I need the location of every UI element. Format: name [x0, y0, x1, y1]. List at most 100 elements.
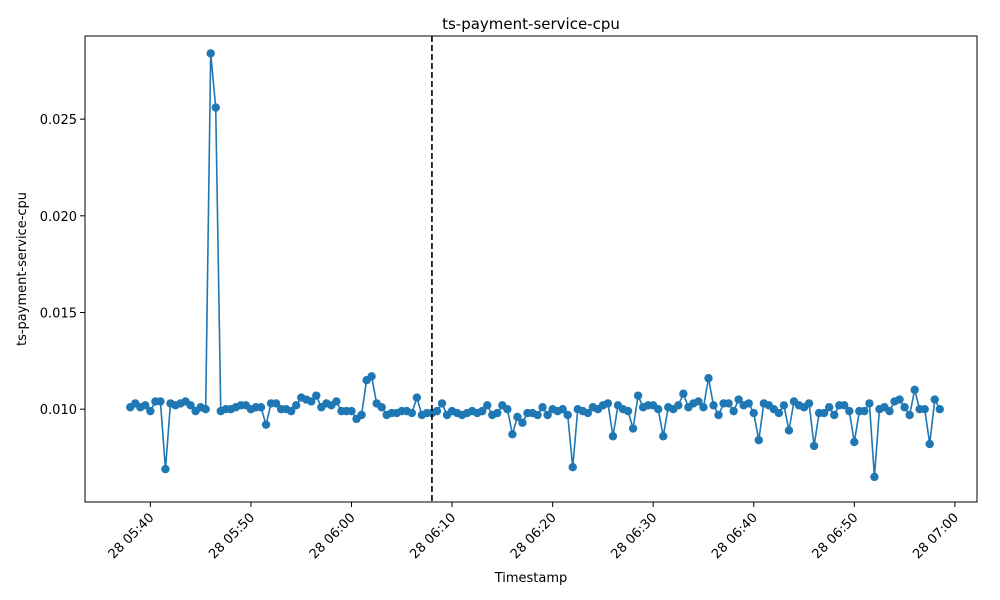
data-point: [895, 395, 904, 404]
data-point: [407, 408, 417, 418]
data-point: [518, 418, 527, 427]
data-point: [146, 406, 155, 416]
data-point: [850, 437, 859, 447]
data-point: [925, 439, 934, 449]
data-point: [714, 410, 723, 420]
data-point: [845, 406, 854, 416]
x-axis-title: Timestamp: [494, 571, 568, 586]
x-tick-label: 28 06:20: [508, 510, 560, 562]
data-point: [533, 410, 542, 420]
data-point: [206, 49, 215, 58]
data-point: [704, 374, 713, 383]
data-point: [774, 408, 784, 418]
data-point: [659, 432, 668, 441]
data-point: [734, 395, 743, 404]
y-tick-label: 0.010: [40, 403, 77, 418]
data-point: [694, 397, 703, 406]
data-point: [633, 391, 643, 400]
data-point: [186, 401, 195, 410]
data-point: [754, 435, 763, 445]
data-point: [603, 399, 613, 408]
data-point: [437, 399, 447, 408]
data-point: [256, 403, 266, 412]
data-point: [860, 406, 869, 416]
data-point: [412, 393, 422, 402]
data-point: [654, 404, 663, 414]
data-point: [819, 408, 829, 418]
y-tick-label: 0.025: [40, 113, 77, 128]
data-point: [563, 410, 572, 420]
data-point: [478, 406, 487, 416]
data-point: [201, 404, 210, 414]
x-tick-label: 28 06:00: [307, 510, 359, 562]
x-tick-label: 28 07:00: [910, 510, 962, 562]
data-point: [865, 399, 874, 408]
data-point: [508, 430, 517, 439]
data-point: [709, 401, 718, 410]
data-point: [141, 401, 150, 410]
data-point: [674, 401, 683, 410]
data-point: [312, 391, 321, 400]
data-point: [161, 464, 170, 474]
data-point: [367, 372, 376, 381]
data-point: [840, 401, 849, 410]
data-point: [628, 424, 638, 433]
data-point: [900, 403, 909, 412]
data-point: [286, 406, 296, 416]
data-point: [261, 420, 271, 429]
data-point: [432, 406, 442, 416]
x-tick-label: 28 05:40: [106, 510, 158, 562]
data-point: [583, 408, 593, 418]
data-point: [779, 401, 789, 410]
data-point: [347, 406, 356, 416]
data-point: [558, 404, 567, 414]
data-point: [271, 399, 281, 408]
plot-area: [126, 36, 944, 502]
data-point: [377, 403, 386, 412]
y-axis: 0.010 0.015 0.020 0.025: [40, 113, 85, 418]
data-point: [724, 399, 733, 408]
data-point: [623, 406, 633, 416]
data-point: [870, 472, 879, 482]
x-tick-label: 28 05:50: [206, 510, 258, 562]
data-point: [699, 403, 708, 412]
data-point: [513, 412, 522, 422]
data-point: [920, 404, 929, 414]
data-point: [503, 404, 512, 414]
x-tick-label: 28 06:10: [407, 510, 459, 562]
x-tick-label: 28 06:50: [810, 510, 862, 562]
data-point: [291, 401, 301, 410]
y-tick-label: 0.015: [40, 307, 77, 322]
x-tick-label: 28 06:30: [609, 510, 661, 562]
data-point: [608, 432, 618, 441]
data-point: [543, 410, 552, 420]
chart-title: ts-payment-service-cpu: [442, 15, 620, 33]
data-point: [332, 397, 341, 406]
data-point: [483, 401, 492, 410]
data-point: [935, 404, 944, 414]
data-point: [156, 397, 165, 406]
data-point: [729, 406, 738, 416]
data-point: [824, 403, 834, 412]
data-point: [784, 426, 794, 435]
y-tick-label: 0.020: [40, 210, 77, 225]
data-point: [307, 397, 316, 406]
data-point: [679, 389, 688, 398]
data-point: [744, 399, 753, 408]
x-tick-label: 28 06:40: [709, 510, 761, 562]
data-point: [538, 403, 547, 412]
plot-frame: [84, 35, 978, 503]
data-point: [830, 410, 839, 420]
data-point: [749, 408, 758, 418]
data-point: [211, 103, 220, 112]
data-point: [809, 441, 819, 451]
data-point: [357, 410, 366, 420]
data-point: [905, 410, 914, 420]
y-axis-title: ts-payment-service-cpu: [15, 192, 30, 346]
data-point: [910, 385, 919, 395]
data-point: [885, 406, 894, 416]
data-point: [804, 399, 814, 408]
data-point: [930, 395, 939, 404]
x-axis: 28 05:40 28 05:50 28 06:00 28 06:10 28 06:20…: [106, 502, 962, 562]
